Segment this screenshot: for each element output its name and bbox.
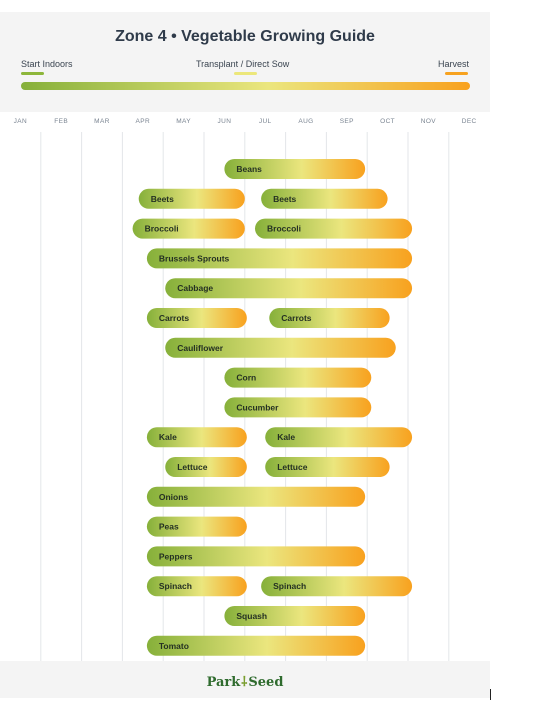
- bar-lettuce: [265, 457, 390, 477]
- bar-label: Onions: [159, 492, 189, 502]
- bar-label: Brussels Sprouts: [159, 253, 230, 263]
- bar-beans: [224, 159, 366, 179]
- month-label-dec: DEC: [462, 118, 477, 125]
- bar-label: Cauliflower: [177, 343, 224, 353]
- bar-label: Cucumber: [236, 402, 279, 412]
- bar-label: Peas: [159, 522, 179, 532]
- park-seed-logo: Park⸸Seed: [0, 672, 490, 690]
- bar-beets: [138, 188, 245, 209]
- footer: Park⸸Seed: [0, 661, 490, 698]
- month-label-jun: JUN: [217, 118, 231, 125]
- legend-transplant-swatch: [234, 72, 257, 75]
- bar-peppers: [146, 546, 366, 567]
- bar-label: Beets: [273, 194, 296, 204]
- bar-broccoli: [132, 218, 245, 239]
- bar-lettuce: [165, 457, 247, 477]
- bar-onions: [146, 486, 366, 507]
- bar-label: Carrots: [281, 313, 312, 323]
- month-label-mar: MAR: [94, 118, 110, 125]
- brand-right: Seed: [248, 675, 284, 690]
- month-label-jul: JUL: [259, 118, 272, 125]
- page-title: Zone 4 • Vegetable Growing Guide: [115, 28, 375, 45]
- bar-label: Lettuce: [177, 462, 208, 472]
- legend-transplant-label: Transplant / Direct Sow: [196, 59, 290, 69]
- bar-label: Peppers: [159, 551, 193, 561]
- bar-label: Lettuce: [277, 462, 308, 472]
- month-label-sep: SEP: [340, 118, 354, 125]
- bar-label: Tomato: [159, 641, 189, 651]
- bar-label: Corn: [236, 373, 256, 383]
- month-label-nov: NOV: [421, 118, 437, 125]
- bar-label: Beans: [236, 164, 262, 174]
- month-label-jan: JAN: [14, 118, 27, 125]
- sprout-icon: ⸸: [241, 675, 248, 690]
- bar-cabbage: [165, 278, 413, 299]
- text-cursor: [490, 689, 491, 700]
- month-label-apr: APR: [136, 118, 151, 125]
- bar-squash: [224, 606, 366, 626]
- bar-kale: [265, 427, 413, 448]
- bar-cauliflower: [165, 337, 396, 358]
- bar-label: Squash: [236, 611, 267, 621]
- legend-start-indoors-swatch: [21, 72, 44, 75]
- bar-label: Beets: [151, 194, 174, 204]
- growing-chart: JAN FEB MAR APR MAY JUN JUL AUG SEP OCT NOV DEC Bean…: [14, 118, 477, 661]
- bar-broccoli: [255, 218, 413, 239]
- bar-corn: [224, 367, 372, 388]
- month-label-aug: AUG: [298, 118, 313, 125]
- brand-left: Park: [206, 675, 241, 690]
- bar-carrots: [269, 308, 390, 328]
- growing-guide-card: Zone 4 • Vegetable Growing Guide Start I…: [0, 12, 490, 698]
- bar-label: Spinach: [159, 581, 192, 591]
- bar-label: Broccoli: [145, 224, 179, 234]
- bar-spinach: [261, 576, 413, 597]
- bar-peas: [146, 516, 247, 537]
- month-label-may: MAY: [176, 118, 191, 125]
- month-label-oct: OCT: [380, 118, 395, 125]
- bar-label: Kale: [277, 432, 295, 442]
- bar-carrots: [146, 308, 247, 328]
- legend-gradient-bar: [21, 82, 470, 90]
- legend-start-indoors-label: Start Indoors: [21, 59, 73, 69]
- legend-harvest-label: Harvest: [437, 59, 469, 69]
- bar-tomato: [146, 635, 366, 656]
- bar-label: Cabbage: [177, 283, 213, 293]
- month-label-feb: FEB: [54, 118, 68, 125]
- header: Zone 4 • Vegetable Growing Guide Start I…: [0, 12, 490, 112]
- bar-spinach: [146, 576, 247, 597]
- bar-beets: [261, 188, 388, 209]
- bar-kale: [146, 427, 247, 448]
- bar-label: Carrots: [159, 313, 190, 323]
- legend-harvest-swatch: [445, 72, 468, 75]
- bar-label: Spinach: [273, 581, 306, 591]
- bar-label: Broccoli: [267, 224, 301, 234]
- bar-cucumber: [224, 397, 372, 418]
- bar-brussels-sprouts: [146, 248, 413, 269]
- bar-label: Kale: [159, 432, 177, 442]
